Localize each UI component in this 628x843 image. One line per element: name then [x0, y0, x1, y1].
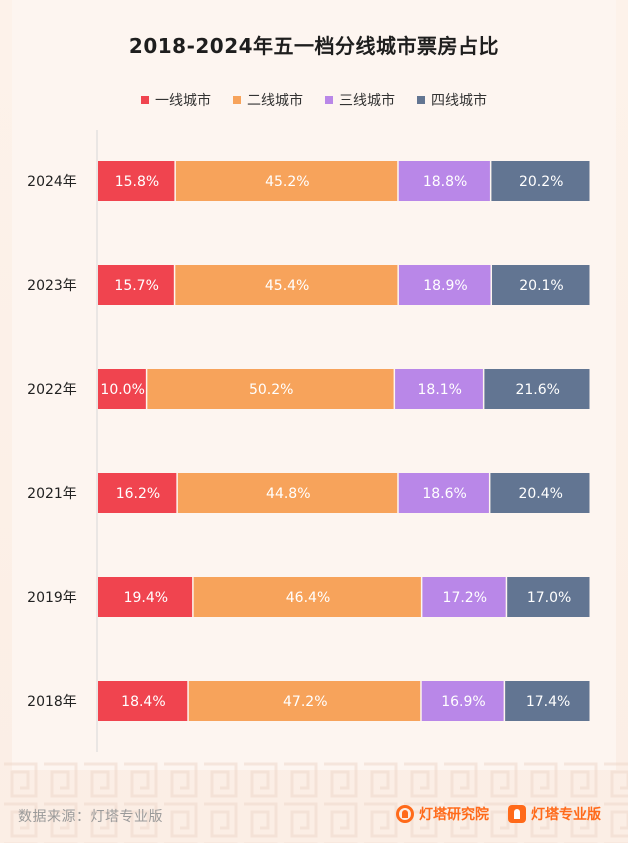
legend-swatch-tier2	[233, 96, 241, 104]
legend-item-tier2: 二线城市	[233, 90, 303, 110]
bar-segment	[395, 369, 483, 409]
lighthouse-research-icon	[396, 805, 414, 823]
bar-data-label: 46.4%	[286, 590, 330, 606]
bar-data-label: 20.4%	[518, 486, 562, 502]
bar-segment	[177, 473, 398, 513]
bar-data-label: 16.9%	[441, 694, 485, 710]
bar-data-label: 17.2%	[443, 590, 487, 606]
bar-data-label: 20.1%	[519, 278, 563, 294]
lighthouse-pro-icon	[508, 805, 526, 823]
stacked-bar-chart: 2024年 15.8% 45.2% 18.8% 20.2% 2023年 15.7% 45.4%…	[27, 130, 590, 752]
bar-segment	[492, 265, 590, 305]
bar-data-label: 18.6%	[422, 486, 466, 502]
bar-segment	[422, 577, 506, 617]
chart-title: 2018-2024年五一档分线城市票房占比	[128, 34, 500, 58]
bar-data-label: 18.4%	[121, 694, 165, 710]
bar-segment	[398, 473, 489, 513]
y-tick-label: 2019年	[27, 590, 77, 606]
bar-segment	[193, 577, 421, 617]
legend-swatch-tier3	[325, 96, 333, 104]
bar-data-label: 45.2%	[265, 174, 309, 190]
bar-data-label: 18.9%	[423, 278, 467, 294]
bar-data-label: 18.8%	[423, 174, 467, 190]
legend-label-tier2: 二线城市	[247, 93, 303, 109]
bar-segment	[490, 473, 590, 513]
bar-data-label: 21.6%	[515, 382, 559, 398]
bar-segment	[491, 161, 590, 201]
bar-data-label: 17.4%	[526, 694, 570, 710]
bar-data-label: 44.8%	[266, 486, 310, 502]
y-tick-label: 2023年	[27, 278, 77, 294]
legend-label-tier4: 四线城市	[431, 93, 487, 109]
bar-segment	[147, 369, 394, 409]
bar-segment	[98, 369, 146, 409]
bar-data-label: 18.1%	[418, 382, 462, 398]
bar-segment	[505, 681, 590, 721]
legend-swatch-tier1	[141, 96, 149, 104]
bar-segment	[507, 577, 590, 617]
decorative-pattern	[0, 760, 628, 843]
bar-segment	[175, 265, 398, 305]
bar-segment	[484, 369, 590, 409]
bar-segment	[98, 577, 193, 617]
brand-research-institute: 灯塔研究院	[396, 804, 489, 824]
data-source-note: 数据来源：灯塔专业版	[18, 809, 163, 825]
bar-segment	[421, 681, 504, 721]
legend-item-tier4: 四线城市	[417, 90, 487, 110]
bar-segment	[398, 161, 490, 201]
bar-segment	[188, 681, 421, 721]
bar-data-label: 15.8%	[115, 174, 159, 190]
bar-data-label: 15.7%	[114, 278, 158, 294]
bar-data-label: 10.0%	[100, 382, 144, 398]
bar-data-label: 50.2%	[249, 382, 293, 398]
legend-item-tier1: 一线城市	[141, 90, 211, 110]
legend-label-tier3: 三线城市	[339, 93, 395, 109]
y-tick-label: 2024年	[27, 174, 77, 190]
chart-legend: 一线城市 二线城市 三线城市 四线城市	[0, 90, 628, 110]
legend-item-tier3: 三线城市	[325, 90, 395, 110]
legend-swatch-tier4	[417, 96, 425, 104]
legend-label-tier1: 一线城市	[155, 93, 211, 109]
bar-data-label: 19.4%	[124, 590, 168, 606]
bar-data-label: 45.4%	[265, 278, 309, 294]
bar-segment	[98, 473, 177, 513]
y-tick-label: 2022年	[27, 382, 77, 398]
bar-segment	[98, 161, 175, 201]
y-tick-label: 2021年	[27, 486, 77, 502]
brand-research-label: 灯塔研究院	[419, 807, 489, 823]
brand-professional: 灯塔专业版	[508, 804, 601, 824]
y-tick-label: 2018年	[27, 694, 77, 710]
bar-segment	[98, 265, 174, 305]
bar-data-label: 20.2%	[519, 174, 563, 190]
bar-data-label: 47.2%	[283, 694, 327, 710]
bar-segment	[98, 681, 188, 721]
brand-pro-label: 灯塔专业版	[531, 807, 601, 823]
bar-segment	[175, 161, 398, 201]
bar-data-label: 17.0%	[527, 590, 571, 606]
bar-segment	[398, 265, 491, 305]
bar-data-label: 16.2%	[116, 486, 160, 502]
